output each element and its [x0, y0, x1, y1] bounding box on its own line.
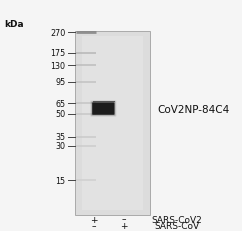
Text: SARS-CoV2: SARS-CoV2: [152, 215, 202, 224]
Text: 95: 95: [55, 78, 65, 87]
Text: 175: 175: [50, 49, 65, 58]
FancyBboxPatch shape: [91, 102, 115, 116]
Text: kDa: kDa: [5, 19, 24, 28]
Text: 270: 270: [50, 29, 65, 38]
Text: 50: 50: [55, 110, 65, 119]
Text: SARS-CoV: SARS-CoV: [154, 222, 200, 231]
FancyBboxPatch shape: [90, 101, 116, 117]
Text: 15: 15: [55, 176, 65, 185]
Text: +: +: [91, 215, 98, 224]
Text: CoV2NP-84C4: CoV2NP-84C4: [158, 105, 230, 115]
FancyBboxPatch shape: [92, 103, 114, 115]
Text: +: +: [120, 222, 128, 231]
Bar: [82, 36, 143, 210]
Text: 65: 65: [55, 99, 65, 108]
Text: 30: 30: [55, 142, 65, 151]
Text: –: –: [92, 222, 96, 231]
Text: 130: 130: [50, 62, 65, 71]
Text: 35: 35: [55, 133, 65, 141]
Bar: [75, 32, 150, 215]
Text: –: –: [121, 215, 126, 224]
